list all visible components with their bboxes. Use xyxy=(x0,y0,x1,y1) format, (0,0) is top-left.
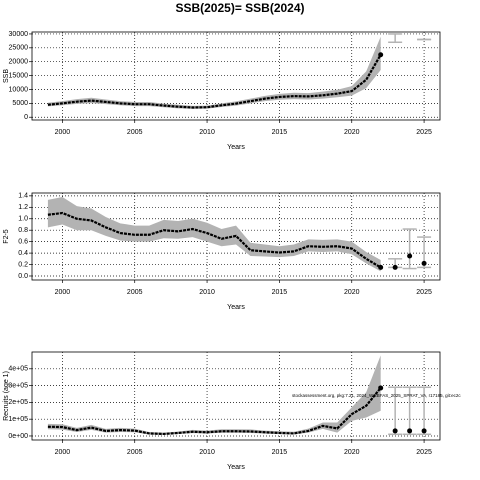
y-tick-label: 1e+05 xyxy=(8,416,28,423)
x-tick-label: 2000 xyxy=(55,449,71,456)
x-tick-label: 2020 xyxy=(344,289,360,296)
x-tick-label: 2010 xyxy=(199,449,215,456)
projection-point xyxy=(421,428,427,434)
x-tick-label: 2010 xyxy=(199,289,215,296)
plot-area xyxy=(32,193,440,280)
x-axis-label: Years xyxy=(227,304,245,311)
estimate-line xyxy=(47,211,382,269)
x-axis-label: Years xyxy=(227,144,245,151)
y-tick-label: 25000 xyxy=(9,45,29,52)
last-estimate-point xyxy=(378,385,384,391)
confidence-band xyxy=(47,36,381,109)
projection-point xyxy=(392,428,398,434)
y-tick-label: 0e+00 xyxy=(8,433,28,440)
y-tick-label: 4e+05 xyxy=(8,366,28,373)
plot-frame xyxy=(31,351,441,441)
y-tick-label: 0 xyxy=(24,114,28,121)
x-tick-label: 2005 xyxy=(127,449,143,456)
y-tick-label: 0.6 xyxy=(18,238,28,245)
projection-point xyxy=(407,253,413,259)
y-axis-label: Recruits (age 1) xyxy=(3,371,10,421)
y-axis-label: F2-5 xyxy=(3,229,10,244)
x-tick-label: 2005 xyxy=(127,129,143,136)
y-tick-label: 20000 xyxy=(9,59,29,66)
y-axis-label: SSB xyxy=(3,69,10,83)
y-tick-label: 5000 xyxy=(12,100,28,107)
estimate-line xyxy=(47,387,382,436)
y-tick-label: 15000 xyxy=(9,72,29,79)
x-tick-label: 2015 xyxy=(272,449,288,456)
estimate-line xyxy=(47,54,382,109)
y-tick-label: 1.4 xyxy=(18,193,28,200)
y-tick-label: 0.0 xyxy=(18,273,28,280)
plot-frame xyxy=(31,31,441,121)
last-estimate-point xyxy=(378,52,384,58)
annotation: stockassessment.org, pkg:7.21, 2024_WGBF… xyxy=(292,393,461,398)
y-tick-label: 1.0 xyxy=(18,216,28,223)
x-tick-label: 2025 xyxy=(416,449,432,456)
x-axis-label: Years xyxy=(227,464,245,471)
x-tick-label: 2020 xyxy=(344,449,360,456)
x-tick-label: 2025 xyxy=(416,289,432,296)
y-tick-label: 1.2 xyxy=(18,204,28,211)
x-tick-label: 2020 xyxy=(344,129,360,136)
y-tick-label: 0.8 xyxy=(18,227,28,234)
chart-title: SSB(2025)= SSB(2024) xyxy=(175,1,304,15)
y-tick-label: 3e+05 xyxy=(8,382,28,389)
y-tick-label: 0.4 xyxy=(18,250,28,257)
last-estimate-point xyxy=(378,264,384,270)
x-tick-label: 2025 xyxy=(416,129,432,136)
x-tick-label: 2000 xyxy=(55,129,71,136)
confidence-band xyxy=(47,197,381,272)
projection-point xyxy=(421,260,427,266)
projection-point xyxy=(392,264,398,270)
projection-point xyxy=(407,428,413,434)
plot-area xyxy=(32,352,440,440)
x-tick-label: 2015 xyxy=(272,289,288,296)
y-tick-label: 0.2 xyxy=(18,261,28,268)
x-tick-label: 2010 xyxy=(199,129,215,136)
y-tick-label: 30000 xyxy=(9,31,29,38)
y-tick-label: 2e+05 xyxy=(8,399,28,406)
plot-area xyxy=(32,32,440,120)
plot-frame xyxy=(31,192,441,281)
y-tick-label: 10000 xyxy=(9,86,29,93)
x-tick-label: 2005 xyxy=(127,289,143,296)
x-tick-label: 2015 xyxy=(272,129,288,136)
x-tick-label: 2000 xyxy=(55,289,71,296)
